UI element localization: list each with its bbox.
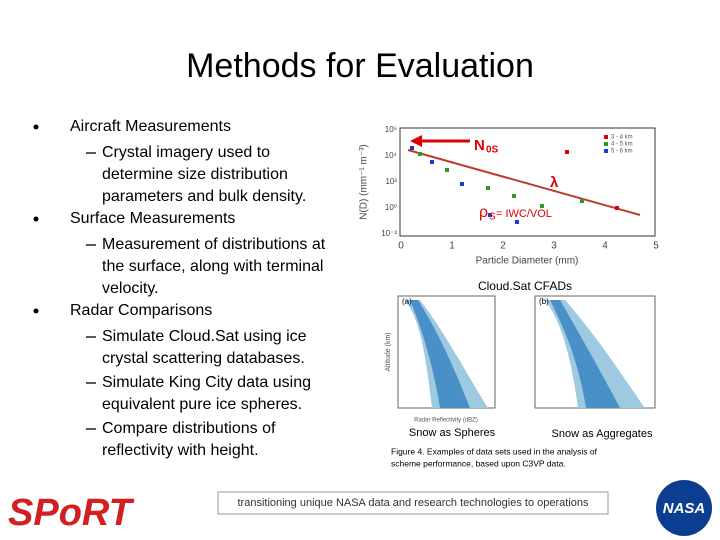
bullet-dot [33,124,39,130]
panel-label: (a) [402,297,412,306]
sub-text: parameters and bulk density. [102,188,306,205]
sub-text: crystal scattering databases. [102,350,305,367]
arrow-head [410,135,422,147]
legend-label: 5 - 6 km [611,149,633,155]
legend-swatch [604,142,608,146]
legend-label: 4 - 5 km [611,142,633,148]
title: Methods for Evaluation [186,47,534,85]
lambda-label: λ [550,174,559,191]
left-label: Snow as Spheres [409,427,496,439]
n0-sub: 0S [486,145,499,156]
nasa-logo-circle [656,480,712,536]
right-label: Snow as Aggregates [552,428,653,440]
x-tick-label: 4 [602,241,608,252]
panel-label: (b) [539,297,549,306]
x-tick-label: 2 [500,241,506,252]
y-tick-label: 10⁶ [385,125,397,134]
legend-swatch [604,135,608,139]
sub-text: velocity. [102,280,159,297]
footer-box [217,491,609,515]
cfad-panels: (a) (b) Altitude (km) Radar Reflectivity… [385,295,656,424]
points [410,146,619,224]
x-tick-label: 0 [398,241,404,252]
cfad-x-label: Radar Reflectivity (dBZ) [414,418,478,424]
legend-swatch [604,149,608,153]
cfad-y-label: Altitude (km) [385,332,392,371]
y-tick-label: 10⁴ [385,151,398,160]
size-distribution-plot: N 0S λ ρ S = IWC/VOL N(D) (mm⁻¹ m⁻³) Par… [359,125,660,267]
sub-text: determine size distribution [102,166,288,183]
sub-text: Measurement of distributions at [102,236,326,253]
y-tick-label: 10⁻² [381,229,397,238]
rho-rest: = IWC/VOL [496,208,552,220]
x-tick-label: 5 [653,241,659,252]
cfad-core [550,300,620,408]
x-tick-label: 1 [449,241,455,252]
n0-label: N [474,137,485,154]
sub-text: Simulate King City data using [102,374,311,391]
rho-sub: S [489,212,496,223]
legend-label: 3 - 4 km [611,135,633,141]
bullet-dot [33,308,39,314]
sub-text: reflectivity with height. [102,442,259,459]
caption-line: Figure 4. Examples of data sets used in … [391,446,598,456]
cfad-core [410,300,470,408]
nasa-logo: NASA [663,500,706,517]
fit-line [407,149,641,216]
sub-text: the surface, along with terminal [102,258,323,275]
sub-text: Simulate Cloud.Sat using ice [102,328,307,345]
cfad-title: Cloud.Sat CFADs [478,279,572,293]
sport-logo: SPoRT [8,492,135,534]
y-tick-label: 10² [385,177,397,186]
bullet-dot [33,216,39,222]
bullets: Aircraft Measurements Crystal imagery use… [33,118,326,459]
sub-text: equivalent pure ice spheres. [102,396,302,413]
rho-label: ρ [479,204,488,221]
sub-text: Compare distributions of [102,420,276,437]
caption-line: scheme performance, based upon C3VP data… [391,458,566,468]
x-axis-label: Particle Diameter (mm) [476,256,579,267]
y-tick-label: 10⁰ [385,203,397,212]
y-axis-label: N(D) (mm⁻¹ m⁻³) [359,144,370,220]
sub-text: Crystal imagery used to [102,144,270,161]
bullet-text: Radar Comparisons [70,302,212,319]
plot-frame [399,127,656,237]
x-tick-label: 3 [551,241,557,252]
footer-text: transitioning unique NASA data and resea… [237,497,589,509]
bullet-text: Surface Measurements [70,210,235,227]
bullet-text: Aircraft Measurements [70,118,231,135]
